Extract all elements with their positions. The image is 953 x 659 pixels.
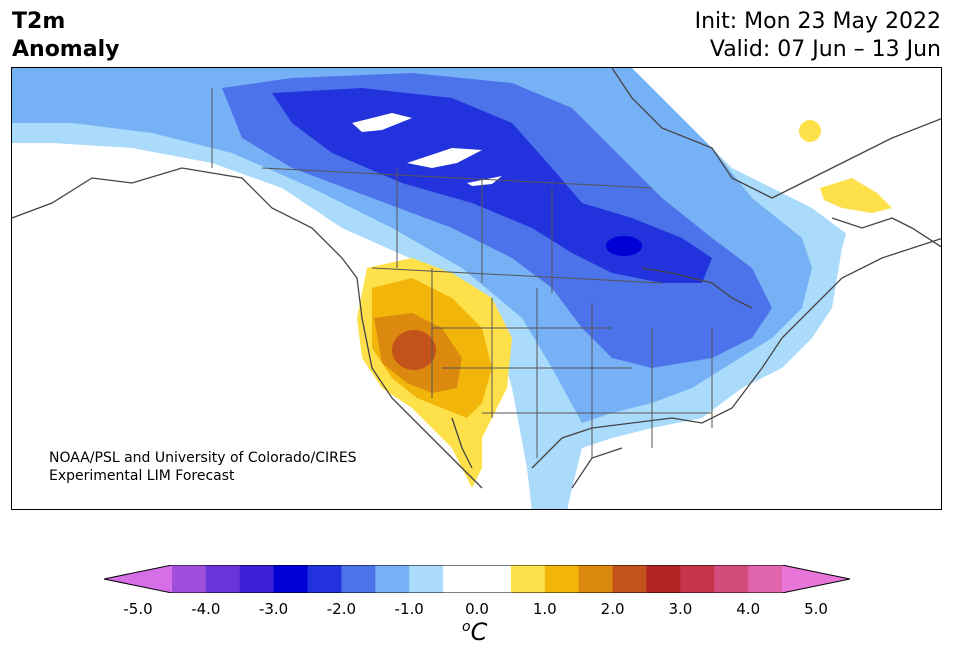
colorbar-tick-label: 4.0 (736, 600, 761, 618)
colorbar-tick-label: -5.0 (123, 600, 153, 618)
contour-yellow-northeast-2 (820, 178, 892, 213)
colorbar-tick-label: 2.0 (600, 600, 625, 618)
colorbar-segment (409, 565, 444, 593)
colorbar-segment (273, 565, 309, 593)
colorbar-segment (714, 565, 749, 593)
lake-white-3 (467, 176, 502, 186)
unit-celsius: C (470, 618, 488, 646)
credit-text: NOAA/PSL and University of Colorado/CIRE… (49, 449, 357, 485)
colorbar-segment (680, 565, 715, 593)
colorbar-tick-label: -2.0 (326, 600, 357, 618)
title-variable-line2: Anomaly (12, 37, 120, 62)
lake-white-1 (352, 113, 412, 132)
colorbar-segment (544, 565, 580, 593)
colorbar-segment (510, 565, 546, 593)
contour-dark-orange (392, 330, 436, 370)
anomaly-map-canvas (12, 68, 941, 509)
colorbar-segment (477, 565, 512, 593)
colorbar-tick-label: 5.0 (804, 600, 828, 618)
colorbar-segment (172, 565, 207, 593)
colorbar-segment (239, 565, 275, 593)
init-date-label: Init: Mon 23 May 2022 (694, 9, 941, 34)
colorbar-extend-high (782, 565, 850, 593)
contour-neutral-northeast (612, 68, 941, 268)
colorbar-tick-label: 3.0 (668, 600, 693, 618)
colorbar-tick-label: -1.0 (394, 600, 424, 618)
colorbar-segment (748, 565, 783, 593)
colorbar-segment (341, 565, 376, 593)
colorbar-segment (205, 565, 241, 593)
colorbar-segment (375, 565, 410, 593)
colorbar-segment (646, 565, 681, 593)
colorbar (104, 565, 850, 593)
colorbar-segment (578, 565, 614, 593)
political-borders (211, 88, 713, 458)
anomaly-map (11, 67, 942, 510)
contour-deep-blue (272, 88, 712, 283)
credit-line-2: Experimental LIM Forecast (49, 468, 235, 484)
contour-darkest-blue (606, 236, 642, 256)
title-variable-line1: T2m (12, 9, 66, 34)
colorbar-tick-label: -4.0 (191, 600, 221, 618)
contour-yellow-northeast-1 (799, 120, 821, 142)
valid-date-label: Valid: 07 Jun – 13 Jun (709, 37, 941, 62)
credit-line-1: NOAA/PSL and University of Colorado/CIRE… (49, 450, 357, 466)
unit-degree: o (462, 619, 471, 635)
colorbar-segment (307, 565, 342, 593)
lake-white-2 (407, 148, 482, 168)
map-title: T2m Anomaly (12, 8, 119, 64)
colorbar-unit: oC (462, 618, 487, 646)
colorbar-tick-label: -3.0 (258, 600, 289, 618)
colorbar-tick-label: 1.0 (532, 600, 557, 618)
colorbar-segment (612, 565, 647, 593)
colorbar-extend-low (104, 565, 172, 593)
map-dates: Init: Mon 23 May 2022 Valid: 07 Jun – 13… (695, 8, 941, 64)
colorbar-segment (443, 565, 478, 593)
colorbar-tick-label: 0.0 (465, 600, 489, 618)
